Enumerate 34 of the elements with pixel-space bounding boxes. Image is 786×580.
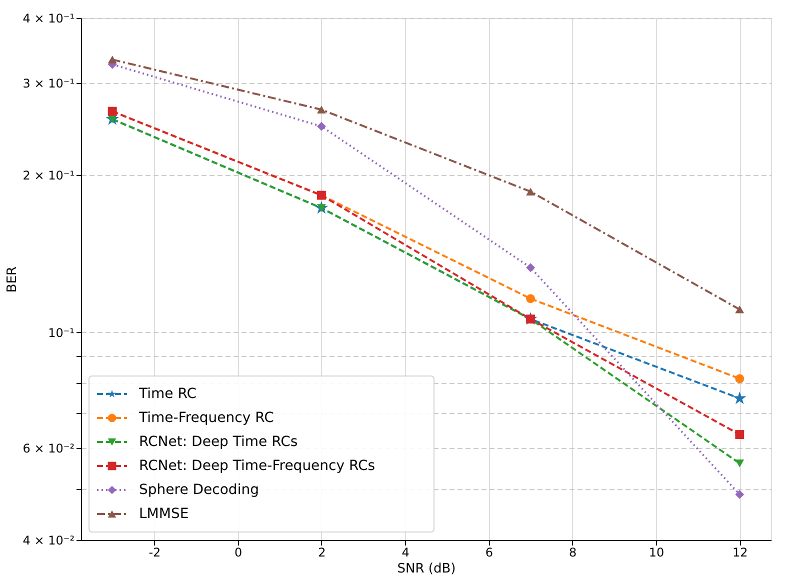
x-axis-title: SNR (dB) <box>397 562 456 576</box>
legend-label: LMMSE <box>139 506 189 522</box>
x-tick-label: 12 <box>732 546 748 560</box>
x-tick-label: -2 <box>148 546 161 560</box>
point <box>108 56 117 64</box>
y-tick-label: 4 × 10⁻² <box>22 534 75 548</box>
legend-label: Sphere Decoding <box>139 482 259 498</box>
x-tick-label: 2 <box>318 546 326 560</box>
point <box>735 374 744 384</box>
point <box>735 490 744 499</box>
y-tick-label: 4 × 10⁻¹ <box>22 12 75 26</box>
legend-label: Time RC <box>138 386 197 402</box>
y-tick-label: 3 × 10⁻¹ <box>22 76 75 91</box>
legend-label: RCNet: Deep Time RCs <box>139 434 298 450</box>
point <box>735 430 744 439</box>
x-tick-label: 10 <box>648 546 664 560</box>
x-tick-label: 0 <box>234 546 242 560</box>
point <box>732 391 746 404</box>
x-tick-label: 8 <box>569 546 577 560</box>
y-tick-label: 2 × 10⁻¹ <box>22 168 75 183</box>
point <box>316 106 326 114</box>
x-tick-label: 6 <box>485 546 494 560</box>
y-tick-label: 6 × 10⁻² <box>22 442 75 456</box>
y-tick-label: 10⁻¹ <box>48 326 75 340</box>
point <box>526 294 536 304</box>
point <box>526 263 536 272</box>
legend-label: Time-Frequency RC <box>138 410 274 426</box>
point <box>316 122 326 131</box>
point <box>735 306 744 314</box>
x-tick-label: 4 <box>402 546 410 560</box>
point <box>735 459 744 468</box>
y-axis-title: BER <box>4 266 20 293</box>
point <box>526 188 536 196</box>
legend-label: RCNet: Deep Time-Frequency RCs <box>139 458 376 474</box>
